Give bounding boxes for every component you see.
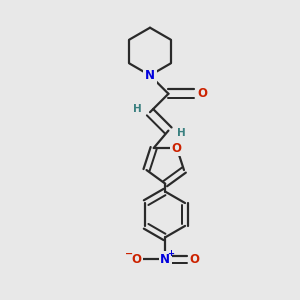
Text: O: O xyxy=(172,142,182,154)
Text: O: O xyxy=(197,87,207,100)
Text: −: − xyxy=(125,249,134,259)
Text: N: N xyxy=(145,69,155,82)
Text: O: O xyxy=(189,253,200,266)
Text: +: + xyxy=(167,249,175,258)
Text: O: O xyxy=(131,253,141,266)
Text: N: N xyxy=(160,253,170,266)
Text: H: H xyxy=(177,128,185,138)
Text: H: H xyxy=(133,104,142,114)
